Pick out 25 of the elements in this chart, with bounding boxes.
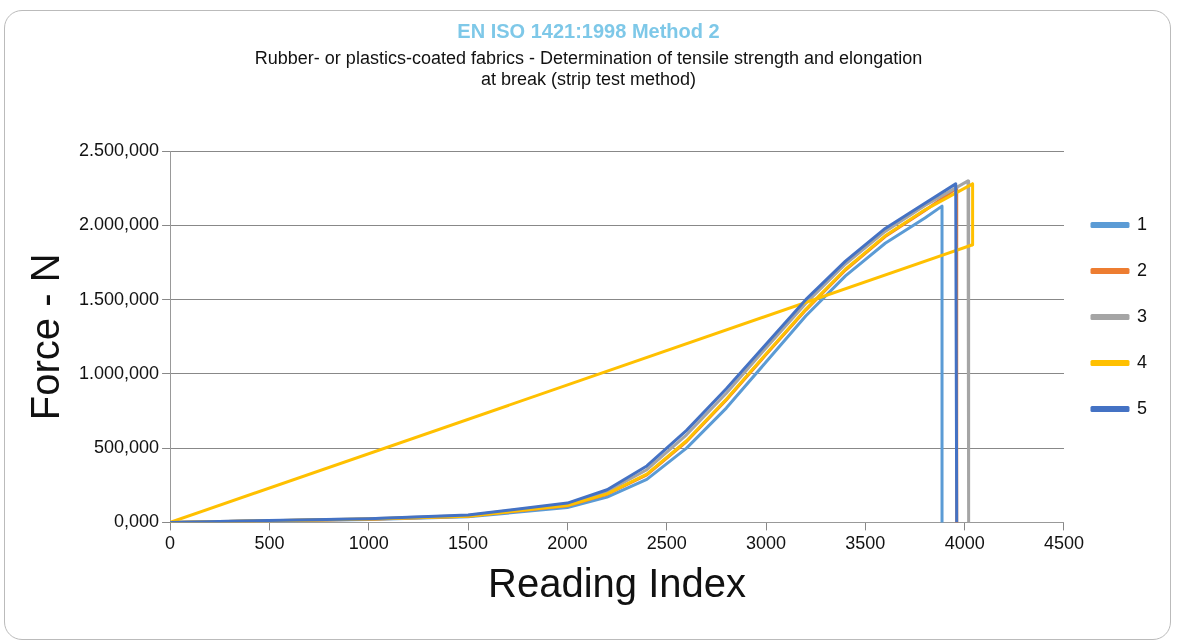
legend-label: 1: [1136, 213, 1147, 234]
legend-label: 2: [1136, 259, 1147, 280]
x-tick-label: 4500: [1043, 533, 1085, 554]
x-tick-label: 1500: [448, 533, 489, 554]
x-tick-label: 3500: [845, 533, 886, 554]
x-tick-label: 500: [254, 533, 285, 554]
y-tick-label: 0,000: [114, 511, 160, 532]
x-tick-label: 0: [165, 533, 176, 554]
chart-subtitle: Rubber- or plastics-coated fabrics - Determination of tensile strength and elongation at break (strip test method): [254, 47, 923, 90]
x-tick-label: 2500: [646, 533, 687, 554]
legend-label: 3: [1136, 305, 1147, 326]
x-tick-label: 2000: [547, 533, 588, 554]
y-tick-label: 1.000,000: [79, 362, 160, 383]
y-tick-label: 500,000: [94, 437, 160, 458]
x-axis-title: Reading Index: [488, 561, 747, 606]
chart-title: EN ISO 1421:1998 Method 2: [457, 19, 720, 42]
legend-label: 5: [1136, 397, 1147, 418]
x-tick-label: 3000: [746, 533, 787, 554]
y-tick-label: 2.000,000: [79, 214, 160, 235]
legend-label: 4: [1136, 351, 1147, 372]
y-axis-title: Force - N: [23, 253, 68, 421]
y-tick-label: 2.500,000: [79, 140, 160, 161]
x-tick-label: 1000: [348, 533, 389, 554]
x-tick-label: 4000: [944, 533, 985, 554]
y-tick-label: 1.500,000: [79, 288, 160, 309]
